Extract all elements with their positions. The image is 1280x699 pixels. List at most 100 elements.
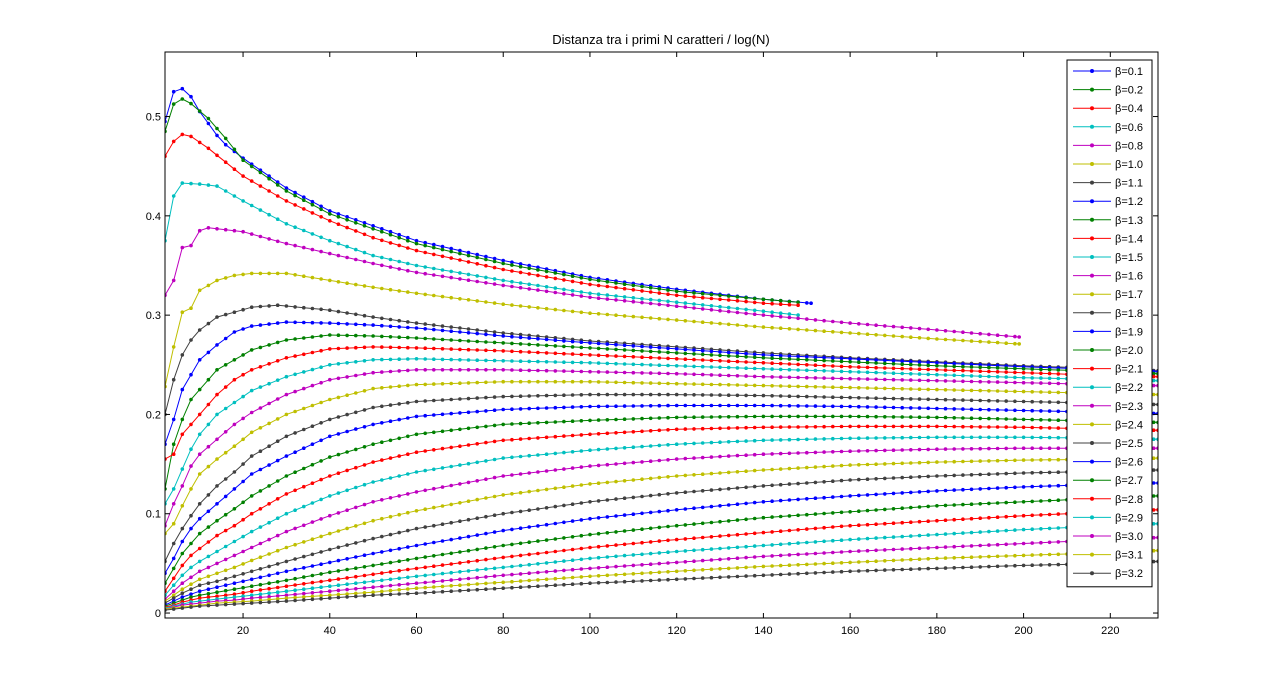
data-point — [275, 183, 280, 187]
data-point — [926, 546, 930, 550]
data-point — [857, 414, 861, 419]
data-point — [440, 247, 445, 252]
data-point — [249, 494, 254, 498]
data-point — [683, 372, 688, 376]
legend-entry: β=2.0 — [1073, 345, 1143, 357]
data-point — [796, 481, 800, 486]
data-point — [319, 517, 323, 521]
data-point — [223, 385, 228, 389]
data-point — [735, 486, 740, 490]
legend-entry: β=0.1 — [1073, 66, 1143, 78]
data-point — [787, 299, 792, 304]
data-point — [536, 436, 540, 440]
data-point — [805, 375, 809, 380]
data-point — [735, 414, 740, 419]
data-point — [969, 374, 974, 378]
data-point — [640, 392, 644, 397]
data-point — [1004, 380, 1008, 385]
data-point — [857, 322, 861, 326]
data-point — [978, 363, 982, 367]
data-point — [709, 358, 714, 363]
data-point — [631, 478, 636, 482]
data-point — [752, 438, 757, 443]
data-point — [735, 470, 740, 474]
data-point — [640, 511, 644, 516]
data-point — [831, 464, 835, 468]
data-point — [432, 357, 436, 362]
data-point — [657, 356, 662, 360]
data-point — [189, 595, 193, 599]
data-point — [831, 319, 835, 324]
data-point — [1039, 499, 1043, 503]
legend-entry: β=1.7 — [1073, 289, 1143, 301]
data-point — [406, 510, 410, 515]
data-point — [475, 460, 480, 465]
data-point — [657, 316, 662, 321]
data-point — [284, 374, 289, 379]
data-point — [388, 324, 393, 329]
chart-title: Distanza tra i primi N caratteri / log(N… — [552, 32, 769, 47]
data-point — [432, 252, 436, 257]
data-point — [406, 472, 410, 476]
data-point — [258, 345, 263, 350]
data-point — [249, 596, 254, 600]
data-point — [735, 566, 740, 570]
data-point — [510, 572, 514, 577]
data-point — [770, 310, 774, 315]
data-point — [570, 519, 575, 523]
data-point — [501, 511, 506, 516]
data-point — [232, 470, 237, 474]
data-point — [865, 548, 870, 553]
data-point — [770, 384, 774, 388]
data-point — [718, 575, 722, 580]
data-point — [302, 566, 306, 570]
data-point — [822, 404, 826, 409]
data-point — [874, 405, 878, 409]
data-point — [397, 325, 402, 329]
data-point — [345, 244, 349, 249]
data-point — [935, 489, 939, 493]
data-point — [674, 392, 679, 397]
data-point — [987, 543, 991, 547]
data-point — [952, 544, 956, 549]
data-point — [345, 543, 349, 547]
data-point — [588, 581, 592, 585]
data-point — [917, 505, 922, 509]
data-point — [544, 487, 549, 492]
data-point — [388, 369, 393, 374]
data-point — [909, 520, 913, 524]
data-point — [232, 444, 237, 449]
data-point — [189, 526, 193, 531]
data-point — [449, 520, 454, 525]
data-point — [267, 581, 271, 585]
data-point — [622, 370, 627, 375]
data-point — [241, 394, 245, 399]
data-point — [726, 454, 731, 458]
data-point — [1021, 370, 1026, 375]
data-point — [380, 589, 384, 594]
data-point — [683, 577, 688, 581]
data-point — [605, 361, 610, 366]
data-point — [328, 219, 332, 223]
data-point — [813, 376, 818, 380]
data-point — [267, 322, 271, 326]
data-point — [345, 429, 349, 434]
data-point — [848, 537, 852, 542]
data-point — [770, 564, 774, 568]
data-point — [622, 496, 627, 501]
data-point — [189, 553, 193, 558]
data-point — [275, 599, 280, 604]
data-point — [614, 431, 618, 435]
data-point — [432, 323, 436, 327]
data-point — [388, 577, 393, 582]
data-point — [406, 582, 410, 586]
data-point — [874, 536, 878, 540]
data-point — [787, 414, 792, 419]
data-point — [302, 352, 306, 357]
data-point — [874, 559, 878, 563]
data-point — [336, 511, 341, 515]
data-point — [596, 353, 601, 358]
data-point — [249, 577, 254, 582]
data-point — [397, 384, 402, 389]
